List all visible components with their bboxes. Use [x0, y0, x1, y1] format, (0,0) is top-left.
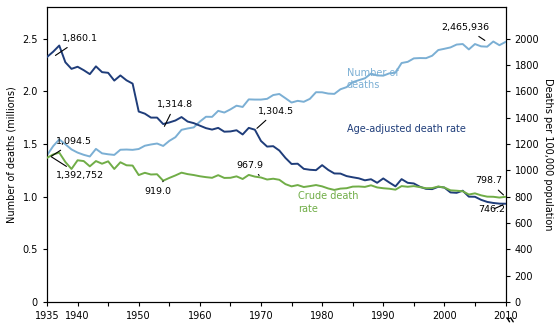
Text: 2,465,936: 2,465,936 — [441, 23, 489, 40]
Text: 967.9: 967.9 — [236, 161, 264, 175]
Text: Number of
deaths: Number of deaths — [347, 68, 398, 91]
Text: 1,304.5: 1,304.5 — [257, 107, 294, 128]
Text: 919.0: 919.0 — [145, 181, 172, 196]
Y-axis label: Deaths per 100,000 population: Deaths per 100,000 population — [543, 78, 553, 231]
Text: 1,094.5: 1,094.5 — [51, 137, 92, 156]
Text: 746.2: 746.2 — [478, 205, 505, 215]
Text: 798.7: 798.7 — [475, 176, 503, 195]
Text: 1,392,752: 1,392,752 — [51, 157, 104, 180]
Text: 1,860.1: 1,860.1 — [55, 34, 99, 55]
Y-axis label: Number of deaths (millions): Number of deaths (millions) — [7, 86, 17, 223]
Text: Crude death
rate: Crude death rate — [298, 191, 358, 214]
Text: Age-adjusted death rate: Age-adjusted death rate — [347, 124, 465, 134]
Text: 1,314.8: 1,314.8 — [157, 100, 193, 126]
